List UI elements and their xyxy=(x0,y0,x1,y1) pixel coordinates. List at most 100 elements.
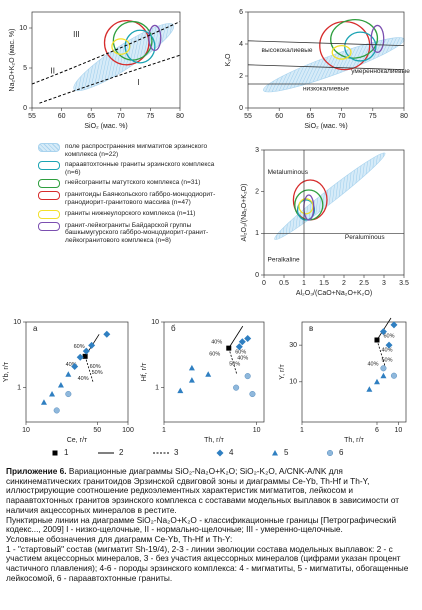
evolution-line xyxy=(228,325,244,349)
melt-percent: 40% xyxy=(381,347,392,353)
x-tick-label: 6 xyxy=(375,427,379,434)
legend-item: гнейсограниты матутского комплекса (n=31… xyxy=(38,179,218,189)
legend-swatch xyxy=(38,143,60,152)
evolution-line xyxy=(376,339,386,367)
legend-label: 6 xyxy=(339,448,344,457)
plot-frame xyxy=(301,321,407,423)
caption-paragraph: Приложение 6. Вариационные диаграммы SiO… xyxy=(6,466,416,516)
evolution-line xyxy=(228,348,238,375)
y-tick-label: 10 xyxy=(151,319,159,326)
legend-symbol xyxy=(272,450,278,456)
y-axis-label: K₂O xyxy=(225,53,232,66)
plot-frame xyxy=(25,321,129,423)
y-tick-label: 10 xyxy=(289,379,297,386)
y-tick-label: 10 xyxy=(13,319,21,326)
melt-percent: 40% xyxy=(367,361,378,367)
point xyxy=(40,399,47,405)
x-tick-label: 2.5 xyxy=(359,280,369,287)
y-tick-label: 1 xyxy=(155,385,159,392)
plot-frame xyxy=(31,11,181,109)
y-axis-label: Hf, г/т xyxy=(141,362,148,381)
caption: Приложение 6. Вариационные диаграммы SiO… xyxy=(6,466,416,583)
point xyxy=(88,341,96,349)
x-tick-label: 60 xyxy=(275,113,283,120)
x-tick-label: 10 xyxy=(253,427,261,434)
point xyxy=(177,387,184,394)
x-tick-label: 75 xyxy=(147,113,155,120)
point xyxy=(244,373,251,380)
point xyxy=(249,390,256,398)
annotation: высококалиевые xyxy=(262,47,313,54)
legend-label: параавтохтонные граниты эрзинского компл… xyxy=(65,161,215,176)
annotation: I xyxy=(137,78,139,87)
x-tick-label: 10 xyxy=(394,427,402,434)
point xyxy=(82,347,90,355)
boundary-line xyxy=(247,40,405,46)
compositional-field xyxy=(124,29,156,64)
y-tick-label: 5 xyxy=(23,65,27,72)
y-tick-label: 1 xyxy=(17,385,21,392)
chart: Metaluminous Peraluminous Peralkaline 0 0.5 1… xyxy=(241,147,409,297)
y-tick-label: 0 xyxy=(23,105,27,112)
legend-label: граниты нижнеулорского комплекса (n=11) xyxy=(65,209,196,217)
plot-frame xyxy=(263,149,405,276)
melt-percent: 50% xyxy=(229,362,240,368)
point xyxy=(49,391,56,397)
annotation: II xyxy=(50,67,54,76)
annotation: III xyxy=(73,30,80,39)
compositional-field xyxy=(330,18,379,59)
annotation: низкокалиевые xyxy=(303,86,349,93)
panel-label: в xyxy=(309,324,313,333)
melt-percent: 40% xyxy=(78,376,89,382)
legend-label: гнейсограниты матутского комплекса (n=31… xyxy=(65,179,201,187)
melt-percent: 40% xyxy=(211,340,222,346)
x-tick-label: 80 xyxy=(176,113,184,120)
legend-swatch xyxy=(38,221,60,231)
x-tick-label: 3 xyxy=(382,280,386,287)
x-tick-label: 55 xyxy=(28,113,36,120)
legend-swatch xyxy=(38,161,60,171)
point xyxy=(65,371,72,377)
point xyxy=(235,343,243,351)
y-tick-label: 10 xyxy=(19,25,27,32)
y-axis-label: Y, г/т xyxy=(279,364,286,380)
point xyxy=(380,372,387,379)
melt-percent: 60% xyxy=(383,333,394,339)
compositional-field xyxy=(370,24,385,53)
legend-label: 2 xyxy=(119,448,124,457)
compositional-field xyxy=(298,198,314,215)
legend-label: 3 xyxy=(174,448,179,457)
x-tick-label: 3.5 xyxy=(399,280,409,287)
point xyxy=(76,353,84,361)
panel-label: б xyxy=(171,324,176,333)
x-axis-label: SiO₂ (мас. %) xyxy=(84,123,127,130)
x-tick-label: 50 xyxy=(93,427,101,434)
boundary-line xyxy=(39,54,181,104)
x-tick-label: 70 xyxy=(117,113,125,120)
point xyxy=(379,328,387,336)
x-tick-label: 1 xyxy=(300,427,304,434)
y-axis-label: Al₂O₃/(Na₂O+K₂O) xyxy=(241,184,248,242)
boundary-line xyxy=(31,21,181,85)
legend-symbol xyxy=(326,449,334,457)
x-tick-label: 80 xyxy=(400,113,408,120)
legend-item: граниты нижнеулорского комплекса (n=11) xyxy=(38,209,218,219)
annotation: Peraluminous xyxy=(345,234,385,241)
point xyxy=(103,330,111,338)
y-tick-label: 0 xyxy=(239,105,243,112)
legend-item: поле распространения мигматитов эрзинско… xyxy=(38,143,218,158)
melt-percent: 40% xyxy=(66,362,77,368)
legend-symbol xyxy=(216,449,224,457)
melt-percent: 60% xyxy=(209,352,220,358)
legend-label: поле распространения мигматитов эрзинско… xyxy=(65,143,208,158)
x-tick-label: 1.5 xyxy=(319,280,329,287)
legend-symbol xyxy=(52,450,58,456)
y-tick-label: 4 xyxy=(239,41,243,48)
melt-percent: 60% xyxy=(90,364,101,370)
x-tick-label: 55 xyxy=(244,113,252,120)
point xyxy=(65,390,72,398)
